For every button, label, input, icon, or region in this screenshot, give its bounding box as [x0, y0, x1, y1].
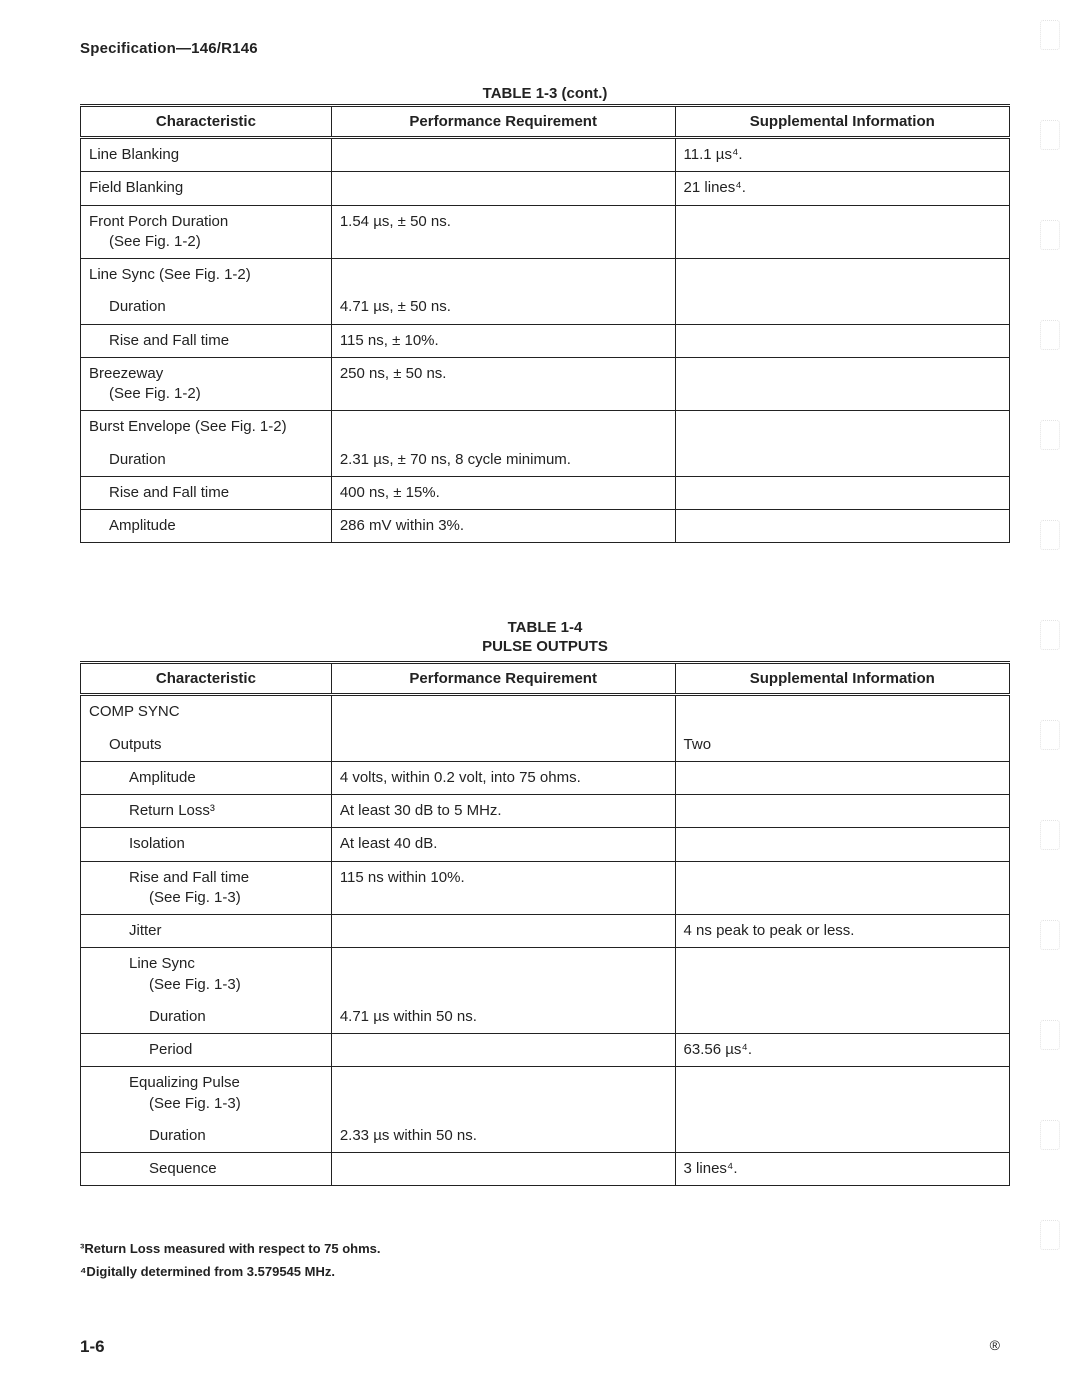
- cell-text: Rise and Fall time: [89, 868, 323, 888]
- cell-text: 21 lines⁴.: [684, 179, 746, 196]
- table-row: Duration 2.33 µs within 50 ns.: [81, 1120, 1010, 1153]
- table-row: Field Blanking 21 lines⁴.: [81, 172, 1010, 205]
- cell-text: 4 ns peak to peak or less.: [684, 922, 855, 939]
- cell-text: 4.71 µs, ± 50 ns.: [340, 298, 451, 315]
- cell-text: Period: [89, 1040, 323, 1060]
- table-row: Duration 4.71 µs within 50 ns.: [81, 1001, 1010, 1034]
- cell-subtext: (See Fig. 1-3): [89, 1094, 323, 1114]
- cell-subtext: (See Fig. 1-2): [89, 384, 323, 404]
- cell-text: Line Sync: [89, 954, 323, 974]
- cell-text: Equalizing Pulse: [89, 1073, 323, 1093]
- cell-text: Duration: [89, 297, 323, 317]
- table-row: Duration 4.71 µs, ± 50 ns.: [81, 291, 1010, 324]
- cell-text: Jitter: [89, 921, 323, 941]
- footnote-3: ³Return Loss measured with respect to 75…: [80, 1241, 1010, 1256]
- table-row: Amplitude 286 mV within 3%.: [81, 510, 1010, 543]
- cell-text: At least 30 dB to 5 MHz.: [340, 802, 502, 819]
- cell-text: 1.54 µs, ± 50 ns.: [340, 213, 451, 230]
- cell-text: Amplitude: [89, 768, 323, 788]
- cell-text: Front Porch Duration: [89, 213, 228, 230]
- table-1-4-subcaption: PULSE OUTPUTS: [80, 638, 1010, 655]
- scan-holes-decoration: [1040, 20, 1070, 1360]
- registered-mark-icon: ®: [990, 1337, 1000, 1353]
- cell-text: Return Loss³: [89, 801, 323, 821]
- cell-text: Line Sync (See Fig. 1-2): [89, 266, 251, 283]
- cell-text: 2.33 µs within 50 ns.: [340, 1127, 477, 1144]
- table-row: Rise and Fall time 115 ns, ± 10%.: [81, 324, 1010, 357]
- cell-text: 115 ns, ± 10%.: [340, 332, 439, 349]
- table-row: Period 63.56 µs⁴.: [81, 1034, 1010, 1067]
- cell-text: Two: [684, 736, 712, 753]
- table-row: Jitter 4 ns peak to peak or less.: [81, 915, 1010, 948]
- table-header-row: Characteristic Performance Requirement S…: [81, 663, 1010, 695]
- cell-text: 400 ns, ± 15%.: [340, 484, 440, 501]
- table-1-4: Characteristic Performance Requirement S…: [80, 661, 1010, 1186]
- cell-text: Rise and Fall time: [89, 331, 323, 351]
- col-supplemental: Supplemental Information: [675, 106, 1009, 138]
- table-row: Line Sync (See Fig. 1-3): [81, 948, 1010, 1001]
- table-row: Line Blanking 11.1 µs⁴.: [81, 138, 1010, 172]
- cell-text: At least 40 dB.: [340, 835, 438, 852]
- cell-text: COMP SYNC: [89, 703, 180, 720]
- cell-text: Duration: [89, 1126, 323, 1146]
- cell-text: 11.1 µs⁴.: [684, 146, 743, 163]
- cell-text: 2.31 µs, ± 70 ns, 8 cycle minimum.: [340, 451, 571, 468]
- cell-text: Burst Envelope (See Fig. 1-2): [89, 418, 287, 435]
- cell-text: Isolation: [89, 834, 323, 854]
- specification-header: Specification—146/R146: [80, 40, 1010, 57]
- cell-text: 3 lines⁴.: [684, 1160, 738, 1177]
- col-performance: Performance Requirement: [331, 106, 675, 138]
- table-row: Line Sync (See Fig. 1-2): [81, 259, 1010, 292]
- cell-text: Line Blanking: [89, 146, 179, 163]
- cell-text: 4 volts, within 0.2 volt, into 75 ohms.: [340, 769, 581, 786]
- cell-subtext: (See Fig. 1-2): [89, 232, 323, 252]
- cell-text: Field Blanking: [89, 179, 183, 196]
- table-1-3: Characteristic Performance Requirement S…: [80, 104, 1010, 543]
- table-1-4-caption: TABLE 1-4: [80, 619, 1010, 636]
- cell-text: Outputs: [89, 735, 323, 755]
- cell-text: 4.71 µs within 50 ns.: [340, 1008, 477, 1025]
- table-row: Rise and Fall time (See Fig. 1-3) 115 ns…: [81, 861, 1010, 915]
- table-row: COMP SYNC: [81, 695, 1010, 729]
- table-header-row: Characteristic Performance Requirement S…: [81, 106, 1010, 138]
- cell-text: Sequence: [89, 1159, 323, 1179]
- table-row: Duration 2.31 µs, ± 70 ns, 8 cycle minim…: [81, 444, 1010, 477]
- page-number: 1-6: [80, 1337, 105, 1357]
- col-supplemental: Supplemental Information: [675, 663, 1009, 695]
- cell-text: 115 ns within 10%.: [340, 869, 465, 886]
- table-row: Front Porch Duration (See Fig. 1-2) 1.54…: [81, 205, 1010, 259]
- cell-text: 250 ns, ± 50 ns.: [340, 365, 447, 382]
- table-row: Outputs Two: [81, 729, 1010, 762]
- table-row: Return Loss³ At least 30 dB to 5 MHz.: [81, 795, 1010, 828]
- cell-subtext: (See Fig. 1-3): [89, 888, 323, 908]
- col-characteristic: Characteristic: [81, 106, 332, 138]
- table-row: Sequence 3 lines⁴.: [81, 1153, 1010, 1186]
- table-row: Equalizing Pulse (See Fig. 1-3): [81, 1067, 1010, 1120]
- col-performance: Performance Requirement: [331, 663, 675, 695]
- cell-subtext: (See Fig. 1-3): [89, 975, 323, 995]
- col-characteristic: Characteristic: [81, 663, 332, 695]
- table-row: Isolation At least 40 dB.: [81, 828, 1010, 861]
- table-row: Burst Envelope (See Fig. 1-2): [81, 411, 1010, 444]
- table-1-3-caption: TABLE 1-3 (cont.): [80, 85, 1010, 102]
- cell-text: Duration: [89, 450, 323, 470]
- table-row: Rise and Fall time 400 ns, ± 15%.: [81, 476, 1010, 509]
- cell-text: Duration: [89, 1007, 323, 1027]
- cell-text: 286 mV within 3%.: [340, 517, 464, 534]
- cell-text: Breezeway: [89, 365, 163, 382]
- table-row: Amplitude 4 volts, within 0.2 volt, into…: [81, 761, 1010, 794]
- cell-text: Amplitude: [89, 516, 323, 536]
- table-row: Breezeway (See Fig. 1-2) 250 ns, ± 50 ns…: [81, 357, 1010, 411]
- footnotes: ³Return Loss measured with respect to 75…: [80, 1241, 1010, 1279]
- footnote-4: ⁴Digitally determined from 3.579545 MHz.: [80, 1264, 1010, 1279]
- cell-text: 63.56 µs⁴.: [684, 1041, 752, 1058]
- cell-text: Rise and Fall time: [89, 483, 323, 503]
